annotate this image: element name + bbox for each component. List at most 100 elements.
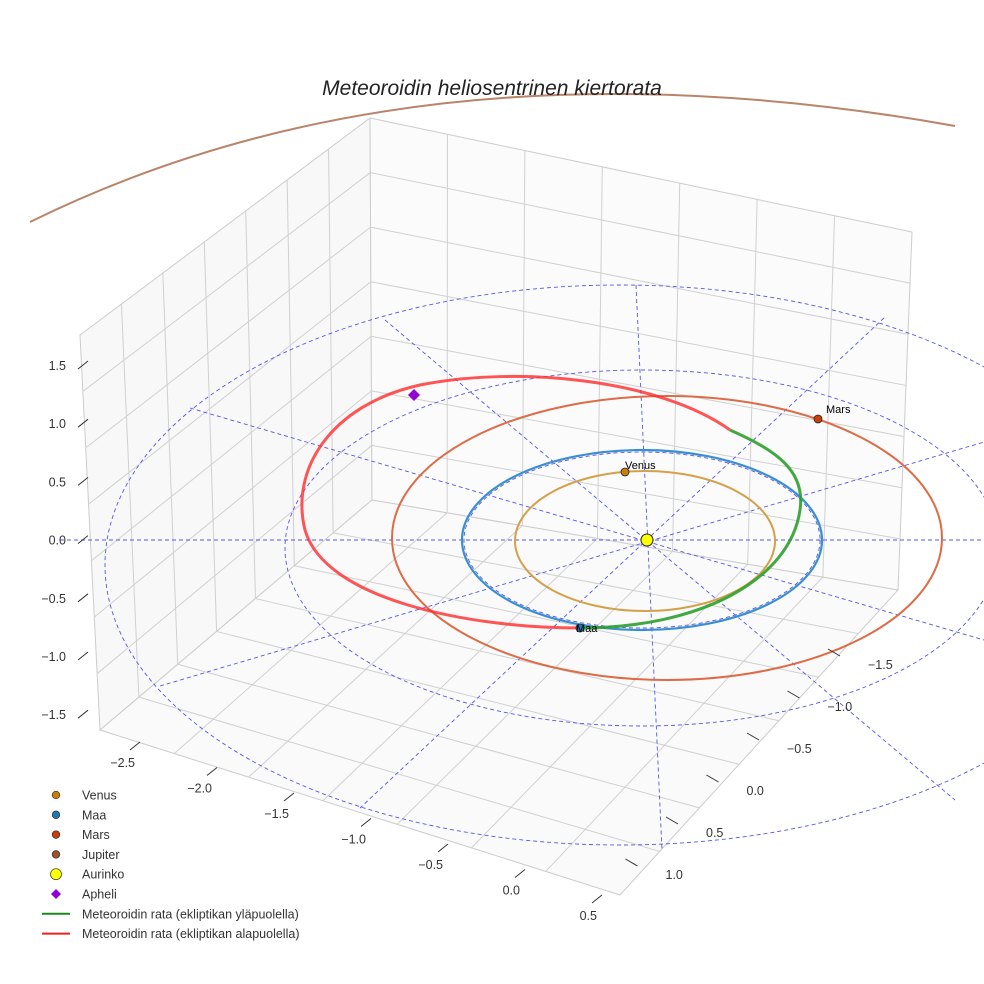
reference-line [384, 319, 956, 801]
y-tick-label: −1.0 [828, 700, 853, 714]
grid-line [521, 150, 526, 526]
z-tick-mark [77, 709, 89, 719]
x-tick-label: 0.5 [580, 909, 597, 923]
y-tick-mark [706, 774, 719, 783]
grid-line [82, 172, 371, 392]
grid-line [203, 241, 218, 632]
x-tick-mark [437, 843, 449, 853]
reference-line [159, 441, 984, 687]
reference-circle-inner [284, 369, 984, 727]
x-tick-label: 0.0 [503, 884, 520, 898]
grid-line [471, 563, 749, 849]
legend-circle-marker [50, 868, 62, 881]
y-tick-label: 1.0 [666, 868, 683, 882]
mars-label: Mars [826, 404, 851, 416]
z-tick-mark [77, 535, 89, 544]
x-tick-mark [360, 818, 372, 827]
earth-orbit [460, 448, 824, 632]
grid-line [138, 696, 660, 852]
legend-label: Maa [82, 808, 106, 822]
z-tick-label: 1.0 [49, 417, 66, 431]
mars-marker [813, 414, 823, 424]
x-tick-mark [514, 869, 526, 878]
z-tick-mark [77, 418, 89, 428]
grid-line [322, 538, 598, 802]
x-tick-label: −1.5 [264, 807, 289, 821]
legend-circle-marker [51, 830, 61, 839]
y-tick-mark [746, 732, 760, 741]
legend-label: Meteoroidin rata (ekliptikan alapuolella… [82, 927, 299, 941]
chart-title: Meteoroidin heliosentrinen kiertorata [322, 77, 662, 100]
x-axis: −2.5 −2.0 −1.5 −1.0 −0.5 0.0 0.5 [110, 741, 603, 923]
earth-label: Maa [576, 623, 598, 635]
earth-marker [575, 623, 585, 633]
grid-line [120, 303, 140, 698]
venus-orbit [514, 470, 776, 612]
x-tick-mark [591, 894, 603, 904]
z-tick-label: −0.5 [41, 592, 66, 606]
grid-line [370, 226, 909, 335]
z-tick-label: 0.0 [49, 534, 66, 548]
grid-line [672, 183, 681, 552]
x-tick-mark [283, 792, 295, 802]
grid-line [91, 335, 372, 562]
legend-circle-marker [51, 810, 61, 819]
z-tick-label: 1.5 [49, 359, 66, 373]
grid-line [245, 210, 256, 599]
grid-line [96, 445, 373, 674]
grid-line [596, 166, 603, 539]
reference-line [359, 317, 885, 809]
reference-circle-outer [104, 284, 984, 846]
legend-label: Aurinko [82, 868, 124, 882]
y-tick-mark [827, 648, 841, 657]
venus-label: Venus [625, 460, 656, 472]
grid-line [747, 199, 758, 565]
grid-line [88, 281, 372, 505]
x-tick-mark [129, 741, 141, 751]
grid-line [93, 390, 372, 618]
grid-line [294, 565, 819, 678]
legend-label: Apheli [82, 888, 117, 902]
grid-line [255, 598, 779, 722]
jupiter-orbit [29, 93, 956, 223]
ecliptic-reference [60, 284, 984, 851]
legend-diamond-marker [51, 889, 61, 899]
y-axis: −1.5 −1.0 −0.5 0.0 0.5 1.0 [625, 648, 893, 882]
y-tick-mark [625, 858, 638, 867]
aphelion-marker [408, 389, 420, 401]
meteoroid-orbit-below [300, 374, 731, 630]
x-tick-mark [206, 767, 218, 776]
grid-line [545, 576, 824, 872]
grid-line [162, 272, 179, 665]
y-tick-mark [787, 690, 800, 699]
legend-label: Jupiter [82, 848, 120, 862]
x-tick-label: −2.5 [110, 756, 135, 770]
legend-circle-marker [51, 850, 61, 859]
legend-label: Meteoroidin rata (ekliptikan yläpuolella… [82, 907, 299, 921]
legend-label: Venus [82, 789, 117, 803]
y-tick-label: 0.0 [747, 784, 764, 798]
grid-line [248, 525, 523, 778]
grid-line [177, 663, 700, 809]
y-tick-label: −1.5 [868, 658, 893, 672]
z-tick-mark [77, 651, 89, 661]
x-tick-label: −0.5 [418, 858, 443, 872]
floor-pane-edge [98, 499, 899, 896]
z-tick-label: −1.5 [41, 708, 66, 722]
grid-line [396, 551, 673, 825]
z-tick-mark [77, 360, 89, 370]
grid-line [371, 444, 901, 540]
grid-line [370, 172, 911, 284]
z-tick-mark [77, 593, 89, 603]
legend-circle-marker [51, 790, 61, 800]
grid-line [328, 148, 334, 533]
z-tick-label: −1.0 [41, 650, 66, 664]
grid-line [286, 179, 295, 566]
meteoroid-orbit-above [579, 428, 803, 630]
grid-line [173, 512, 448, 754]
reference-line [189, 407, 984, 641]
z-tick-mark [77, 477, 89, 486]
z-axis: 1.5 1.0 0.5 0.0 −0.5 −1.0 −1.5 [41, 359, 89, 722]
